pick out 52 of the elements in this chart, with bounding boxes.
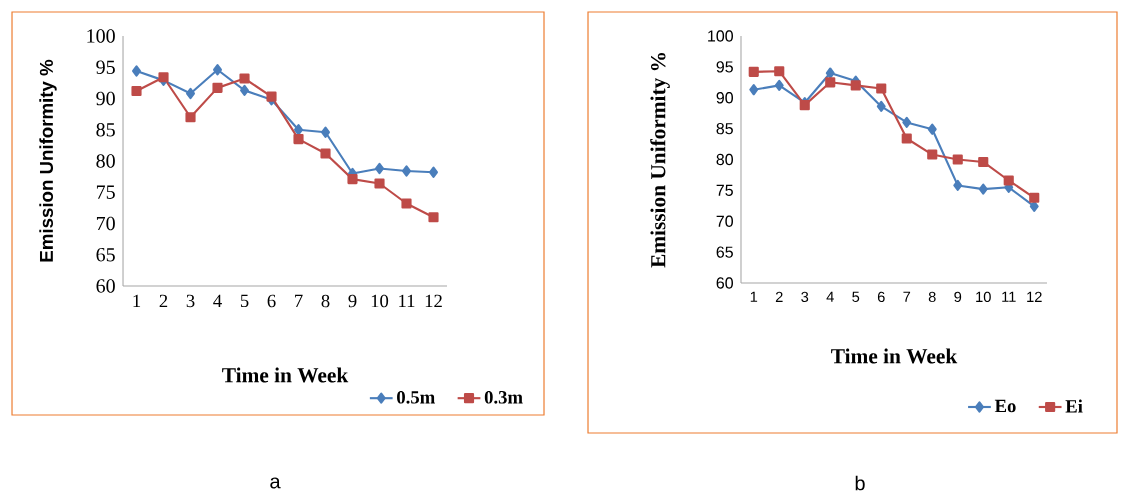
x-axis-title: Time in Week — [222, 367, 349, 383]
x-tick-label: 7 — [295, 294, 303, 307]
y-tick-label: 70 — [96, 216, 115, 231]
y-tick-label: 80 — [716, 153, 733, 166]
x-tick-label: 11 — [399, 294, 415, 308]
y-tick-label: 60 — [96, 279, 115, 293]
x-tick-label: 5 — [852, 291, 860, 302]
x-tick-label: 4 — [213, 294, 222, 307]
y-tick-label: 95 — [96, 60, 115, 74]
x-tick-label: 10 — [371, 294, 389, 308]
y-tick-label: 75 — [716, 184, 733, 196]
y-tick-label: 90 — [716, 92, 733, 104]
y-tick-label: 70 — [716, 215, 733, 227]
y-tick-label: 100 — [708, 30, 733, 42]
x-tick-label: 9 — [954, 291, 962, 303]
x-tick-label: 8 — [321, 294, 330, 308]
x-tick-label: 4 — [826, 291, 834, 302]
x-tick-label: 7 — [903, 291, 911, 302]
y-tick-label: 90 — [96, 91, 115, 106]
y-tick-label: 95 — [716, 61, 733, 73]
x-tick-label: 6 — [267, 294, 276, 308]
y-tick-label: 75 — [96, 185, 115, 199]
y-tick-label: 60 — [716, 277, 733, 289]
x-tick-label: 3 — [186, 294, 195, 308]
x-tick-label: 12 — [1027, 291, 1042, 302]
text: b — [855, 475, 865, 491]
x-tick-label: 10 — [976, 291, 991, 303]
legend-label: Eo — [994, 399, 1016, 413]
x-tick-label: 1 — [133, 294, 141, 308]
y-tick-label: 65 — [96, 248, 115, 262]
x-tick-label: 8 — [928, 291, 936, 303]
y-tick-label: 85 — [716, 122, 733, 135]
x-tick-label: 11 — [1002, 291, 1016, 302]
x-axis-title: Time in Week — [831, 348, 958, 364]
x-tick-label: 12 — [425, 294, 442, 308]
legend-label: 0.3m — [484, 390, 523, 404]
x-tick-label: 3 — [801, 291, 809, 303]
y-axis-title: Emission Uniformity % — [39, 59, 57, 262]
y-axis-title: Emission Uniformity % — [650, 53, 670, 268]
x-tick-label: 2 — [159, 294, 168, 308]
x-tick-label: 2 — [775, 291, 783, 302]
y-tick-label: 65 — [716, 246, 733, 258]
x-tick-label: 6 — [877, 291, 885, 303]
text: a — [270, 477, 281, 489]
x-tick-label: 5 — [240, 294, 249, 308]
legend-label: 0.5m — [397, 390, 435, 404]
x-tick-label: 9 — [348, 294, 357, 308]
y-tick-label: 85 — [96, 123, 115, 137]
y-tick-label: 100 — [87, 29, 115, 43]
y-tick-label: 80 — [96, 154, 115, 168]
x-tick-label: 1 — [750, 291, 758, 302]
legend-label: Ei — [1065, 399, 1083, 413]
